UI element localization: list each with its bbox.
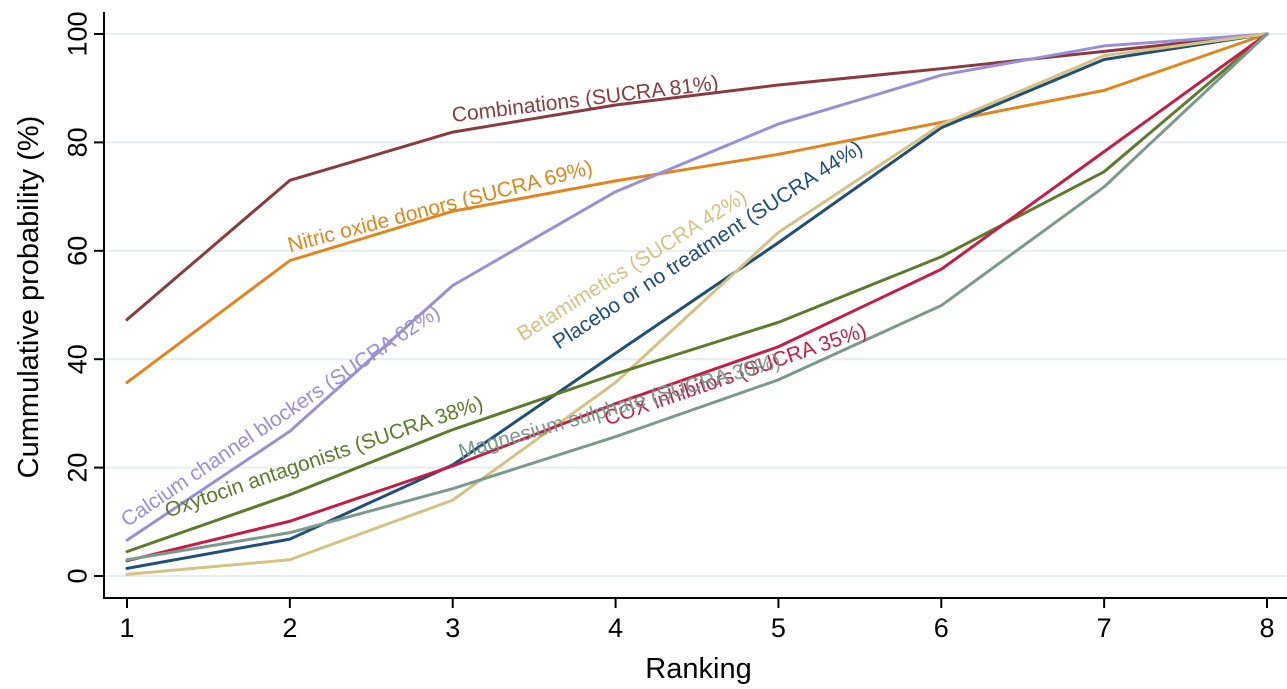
x-tick-label: 4 — [608, 613, 623, 643]
tick-marks: 0 20 40 60 80 100 1 2 3 4 5 6 7 8 — [62, 11, 1274, 643]
gridlines — [104, 33, 1287, 577]
x-tick-label: 2 — [282, 613, 297, 643]
series-label: Placebo or no treatment (SUCRA 44%) — [549, 136, 867, 354]
series-lines — [125, 32, 1269, 576]
y-tick-label: 0 — [62, 568, 92, 583]
x-tick-label: 3 — [445, 613, 460, 643]
series-line — [125, 32, 1269, 385]
series-label: Betamimetics (SUCRA 42%) — [513, 185, 751, 346]
y-tick-label: 80 — [62, 127, 92, 157]
series-label: Nitric oxide donors (SUCRA 69%) — [285, 156, 595, 257]
y-tick-label: 20 — [62, 453, 92, 483]
axes — [103, 12, 1287, 599]
y-tick-label: 40 — [62, 344, 92, 374]
y-axis-title: Cummulative probability (%) — [13, 116, 45, 479]
series-line — [125, 32, 1269, 554]
x-tick-label: 8 — [1259, 613, 1274, 643]
x-tick-label: 1 — [119, 613, 134, 643]
series-line — [125, 32, 1269, 576]
y-tick-label: 60 — [62, 236, 92, 266]
series-label: Magnesium sulphate (SUCRA 30%) — [456, 350, 783, 464]
series-line — [125, 32, 1269, 542]
series-line — [125, 32, 1269, 563]
x-tick-label: 5 — [771, 613, 786, 643]
x-tick-label: 6 — [934, 613, 949, 643]
series-labels: Combinations (SUCRA 81%) Nitric oxide don… — [117, 72, 870, 532]
series-label: Combinations (SUCRA 81%) — [451, 72, 720, 128]
x-axis-title: Ranking — [645, 653, 751, 685]
series-line — [125, 32, 1269, 322]
series-line — [125, 32, 1269, 562]
y-tick-label: 100 — [62, 11, 92, 56]
series-line — [125, 32, 1269, 570]
x-tick-label: 7 — [1097, 613, 1112, 643]
